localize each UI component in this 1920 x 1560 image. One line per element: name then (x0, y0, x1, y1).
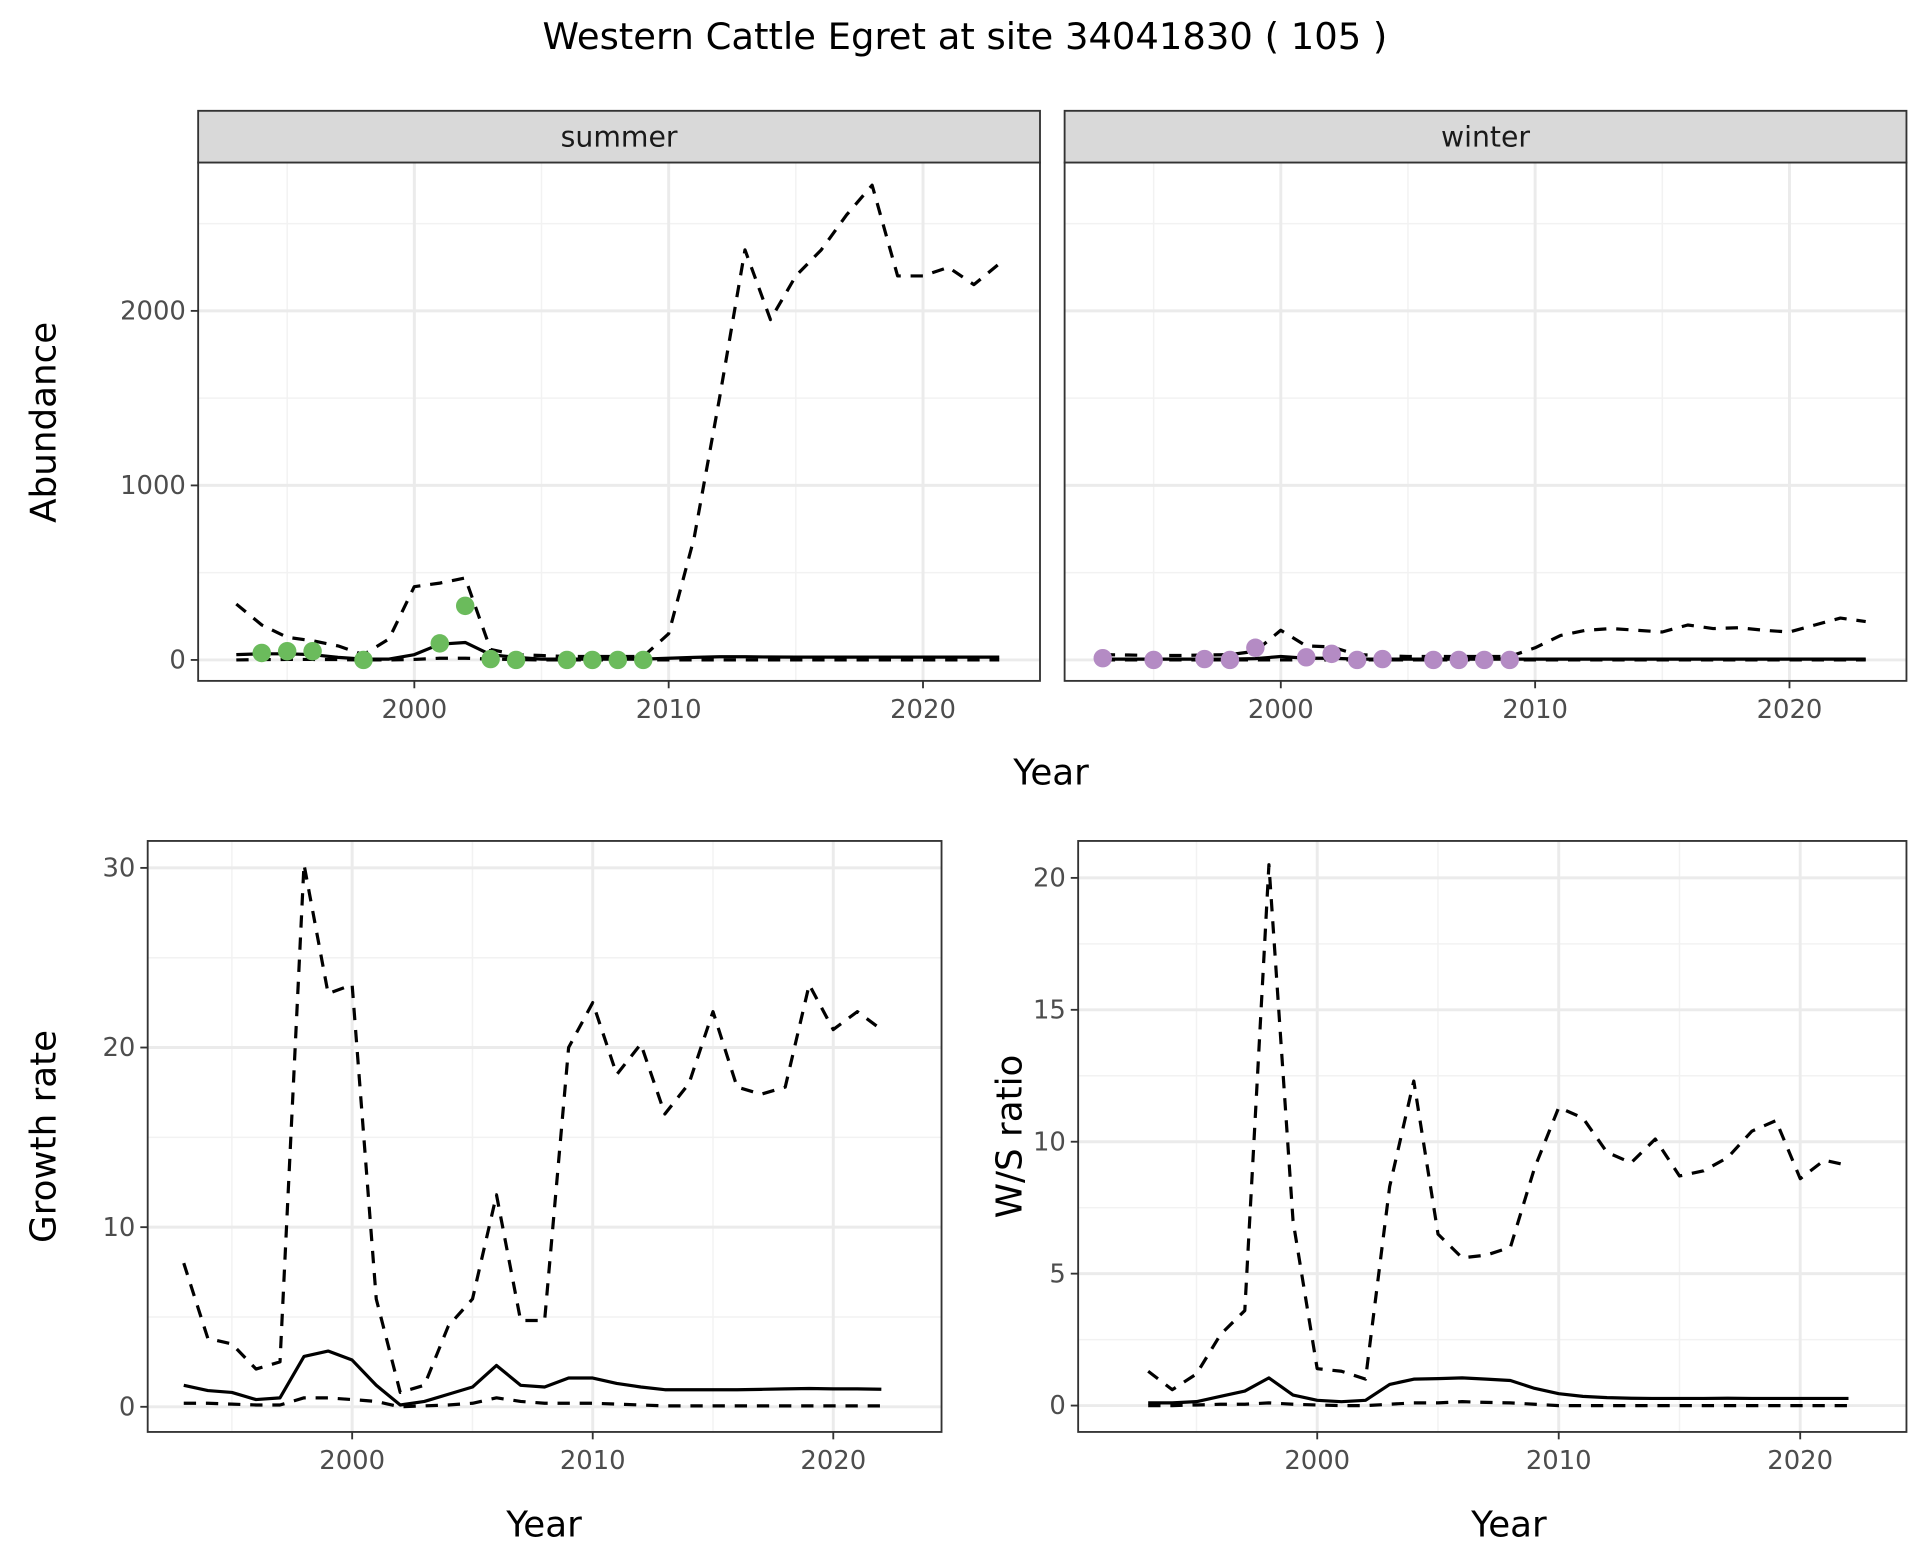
x-tick-label: 2010 (1526, 1446, 1592, 1476)
observed-point (455, 596, 475, 616)
observed-point (277, 641, 297, 661)
observed-point (1424, 650, 1443, 670)
y-tick-label: 0 (169, 646, 185, 676)
abundance-y-axis-label: Abundance (23, 322, 64, 523)
x-tick-label: 2000 (381, 695, 447, 725)
x-tick-label: 2020 (800, 1446, 866, 1476)
x-axis-label: Year (505, 1505, 582, 1546)
x-tick-label: 2000 (1284, 1446, 1350, 1476)
plot-background (147, 840, 942, 1432)
series-line-upper (182, 862, 883, 1395)
x-axis-label: Year (1470, 1505, 1547, 1546)
x-tick-label: 2010 (1502, 695, 1568, 725)
observed-point (1500, 650, 1519, 670)
facet-strip (1063, 109, 1908, 164)
figure-title: Western Cattle Egret at site 34041830 ( … (543, 15, 1388, 58)
y-tick-label: 2000 (120, 296, 186, 326)
y-tick-label: 15 (1033, 995, 1066, 1025)
y-tick-label: 5 (1049, 1259, 1065, 1289)
observed-point (1220, 650, 1240, 670)
panel-growth-rate: 2000 2010 2020 0 10 20 30 Year (103, 840, 943, 1546)
series-line-lower (183, 1396, 882, 1409)
panel-summer: summer 2000 2010 2020 0 1000 2000 (120, 109, 1041, 725)
facet-strip-label: summer (561, 121, 678, 154)
panel-winter: winter 2000 2010 2020 (1063, 109, 1908, 725)
observed-point (1144, 650, 1163, 670)
x-tick-label: 2000 (1248, 695, 1314, 725)
observed-point (354, 650, 373, 670)
observed-point (583, 650, 602, 670)
x-tick-label: 2000 (319, 1446, 385, 1476)
ws-ratio-y-axis-label: W/S ratio (990, 1055, 1031, 1219)
observed-point (506, 650, 526, 670)
y-tick-label: 20 (1033, 863, 1066, 893)
observed-point (252, 643, 271, 663)
x-tick-label: 2020 (890, 695, 956, 725)
y-tick-label: 10 (1033, 1127, 1066, 1157)
y-tick-label: 20 (103, 1033, 136, 1063)
series-line-lower (1148, 1400, 1849, 1408)
series-line-middle (183, 1349, 882, 1407)
y-tick-label: 1000 (120, 471, 186, 501)
plot-background (1078, 840, 1907, 1432)
observed-point (303, 641, 322, 661)
x-tick-label: 2020 (1757, 695, 1823, 725)
series-line-upper (1147, 863, 1849, 1392)
x-tick-label: 2010 (636, 695, 702, 725)
observed-point (1093, 648, 1112, 668)
panel-w-s-ratio: 2000 2010 2020 0 5 10 15 20 Year (1033, 840, 1908, 1546)
observed-point (1195, 649, 1214, 669)
plot-background (198, 162, 1041, 681)
observed-point (1373, 649, 1392, 669)
x-tick-label: 2020 (1767, 1446, 1833, 1476)
observed-point (481, 649, 500, 669)
y-tick-label: 0 (1049, 1391, 1065, 1421)
plot-background (1064, 162, 1907, 681)
y-tick-label: 0 (119, 1392, 135, 1422)
observed-point (430, 634, 450, 653)
growth-rate-y-axis-label: Growth rate (23, 1030, 64, 1243)
abundance-x-axis-label: Year (1012, 752, 1089, 793)
series-line-middle (1148, 1376, 1849, 1405)
facet-strip-label: winter (1441, 121, 1530, 154)
y-tick-label: 30 (103, 854, 136, 884)
panel-border (1077, 840, 1908, 1433)
observed-point (1322, 644, 1341, 664)
observed-point (1297, 648, 1316, 667)
x-tick-label: 2010 (560, 1446, 626, 1476)
observed-point (557, 650, 577, 670)
observed-point (634, 650, 653, 670)
facet-strip (197, 109, 1041, 164)
observed-point (1475, 650, 1494, 670)
observed-point (1347, 650, 1367, 670)
observed-point (1449, 650, 1469, 670)
y-tick-label: 10 (103, 1213, 136, 1243)
observed-point (1246, 638, 1265, 657)
observed-point (608, 650, 628, 670)
panel-border (146, 840, 943, 1433)
